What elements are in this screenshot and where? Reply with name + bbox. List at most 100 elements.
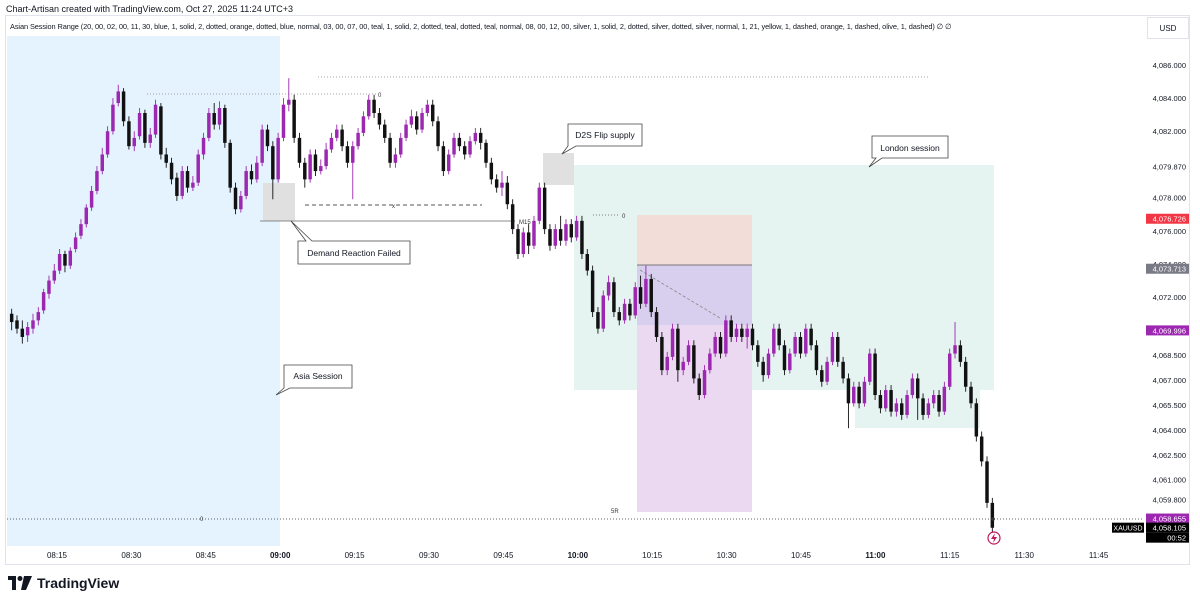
candle-body (132, 137, 136, 147)
price-label-text: 4,069.996 (1153, 326, 1186, 335)
candle-body (68, 250, 73, 266)
time-tick-label: 11:15 (940, 551, 960, 560)
m15-label: M15 (519, 220, 531, 226)
candle-body (537, 187, 542, 221)
candle-body (649, 278, 653, 313)
demand-reaction-callout[interactable]: Demand Reaction Failed (290, 220, 411, 265)
asia-session-callout[interactable]: Asia Session (275, 364, 353, 396)
candle-body (420, 112, 424, 130)
d2s-supply-label: D2S Flip supply (575, 130, 635, 140)
candle-body (73, 237, 78, 250)
five-r-label: 5R (611, 509, 619, 515)
candle-body (878, 395, 883, 409)
candle-body (153, 104, 158, 135)
price-label-text: 4,073.713 (1153, 265, 1186, 274)
candle-body (953, 345, 957, 354)
price-tick-label: 4,086.000 (1153, 61, 1186, 70)
candle-body (809, 328, 813, 346)
candle-body (564, 224, 568, 241)
candle-body (116, 91, 120, 104)
candle-body (127, 121, 131, 147)
candle-body (100, 154, 105, 172)
time-tick-label: 11:00 (865, 551, 886, 560)
price-label-badge (1146, 513, 1189, 524)
price-label-badge (1146, 161, 1189, 172)
candle-body (281, 104, 286, 138)
candle-body (905, 395, 909, 415)
london-session-callout[interactable]: London session (868, 135, 949, 168)
brand-footer[interactable]: TradingView (8, 575, 119, 591)
candle-body (873, 353, 877, 396)
candle-body (335, 129, 339, 138)
candle-body (287, 99, 291, 105)
candle-body (41, 292, 46, 311)
candle-body (95, 171, 99, 191)
candle-body (553, 229, 558, 246)
time-tick-label: 09:45 (493, 551, 514, 560)
candle-body (542, 187, 547, 230)
candle-body (324, 149, 328, 167)
trade-stop-zone (637, 215, 752, 265)
candle-body (292, 99, 296, 138)
candle-body (207, 112, 211, 138)
zero-label-b: 0 (622, 214, 626, 220)
candle-body (478, 132, 483, 143)
indicator-legend[interactable]: Asian Session Range (20, 00, 02, 00, 11,… (10, 22, 952, 31)
candle-body (239, 195, 243, 210)
candle-body (399, 137, 403, 155)
candle-body (745, 328, 749, 337)
candle-body (430, 104, 435, 122)
candle-body (297, 137, 302, 163)
candle-body (788, 353, 792, 371)
candle-body (510, 204, 515, 230)
candle-body (990, 502, 995, 528)
candle-body (665, 356, 669, 371)
candle-body (915, 378, 920, 399)
price-tick-label: 4,076.000 (1153, 227, 1186, 236)
candle-body (404, 124, 408, 138)
candle-body (644, 278, 648, 304)
london-session-label: London session (880, 143, 940, 153)
candle-body (606, 282, 611, 296)
price-tick-label: 4,059.800 (1153, 496, 1186, 505)
alert-icon[interactable] (987, 531, 1001, 545)
candle-body (276, 137, 280, 180)
candle-body (686, 345, 691, 362)
candle-body (676, 328, 680, 371)
candle-body (825, 361, 829, 382)
candle-body (777, 328, 781, 346)
candle-body (367, 99, 371, 117)
candle-body (111, 104, 115, 132)
time-tick-label: 10:00 (568, 551, 589, 560)
candle-body (702, 370, 707, 396)
candle-body (729, 320, 733, 337)
candle-body (228, 142, 232, 188)
candle-body (526, 232, 531, 246)
price-axis[interactable]: 4,086.000 4,084.000 4,082.000 4,078.000 4,07… (1153, 61, 1186, 505)
time-tick-label: 10:45 (791, 551, 812, 560)
candle-body (356, 132, 360, 147)
candle-body (15, 320, 19, 329)
candle-body (670, 328, 675, 357)
candle-body (441, 146, 446, 172)
candle-body (910, 378, 915, 396)
candle-body (303, 162, 307, 180)
candle-body (724, 320, 728, 354)
time-tick-label: 08:45 (196, 551, 217, 560)
candle-body (532, 220, 536, 246)
d2s-supply-callout[interactable]: D2S Flip supply (561, 123, 643, 155)
price-label-badge (1146, 522, 1189, 533)
price-label-text: 4,079.870 (1153, 163, 1186, 172)
chart-frame (5, 15, 1190, 565)
candle-body (862, 381, 867, 404)
time-tick-label: 10:30 (717, 551, 738, 560)
currency-button[interactable]: USD (1147, 17, 1189, 39)
candle-body (868, 353, 872, 382)
candle-body (638, 287, 643, 304)
candle-body (884, 390, 888, 409)
candle-body (820, 370, 824, 382)
price-label-text: 4,076.726 (1153, 215, 1186, 224)
candle-body (84, 207, 89, 225)
time-axis[interactable]: 08:15 08:30 08:45 09:00 09:15 09:30 09:45 10:00… (47, 551, 1109, 560)
